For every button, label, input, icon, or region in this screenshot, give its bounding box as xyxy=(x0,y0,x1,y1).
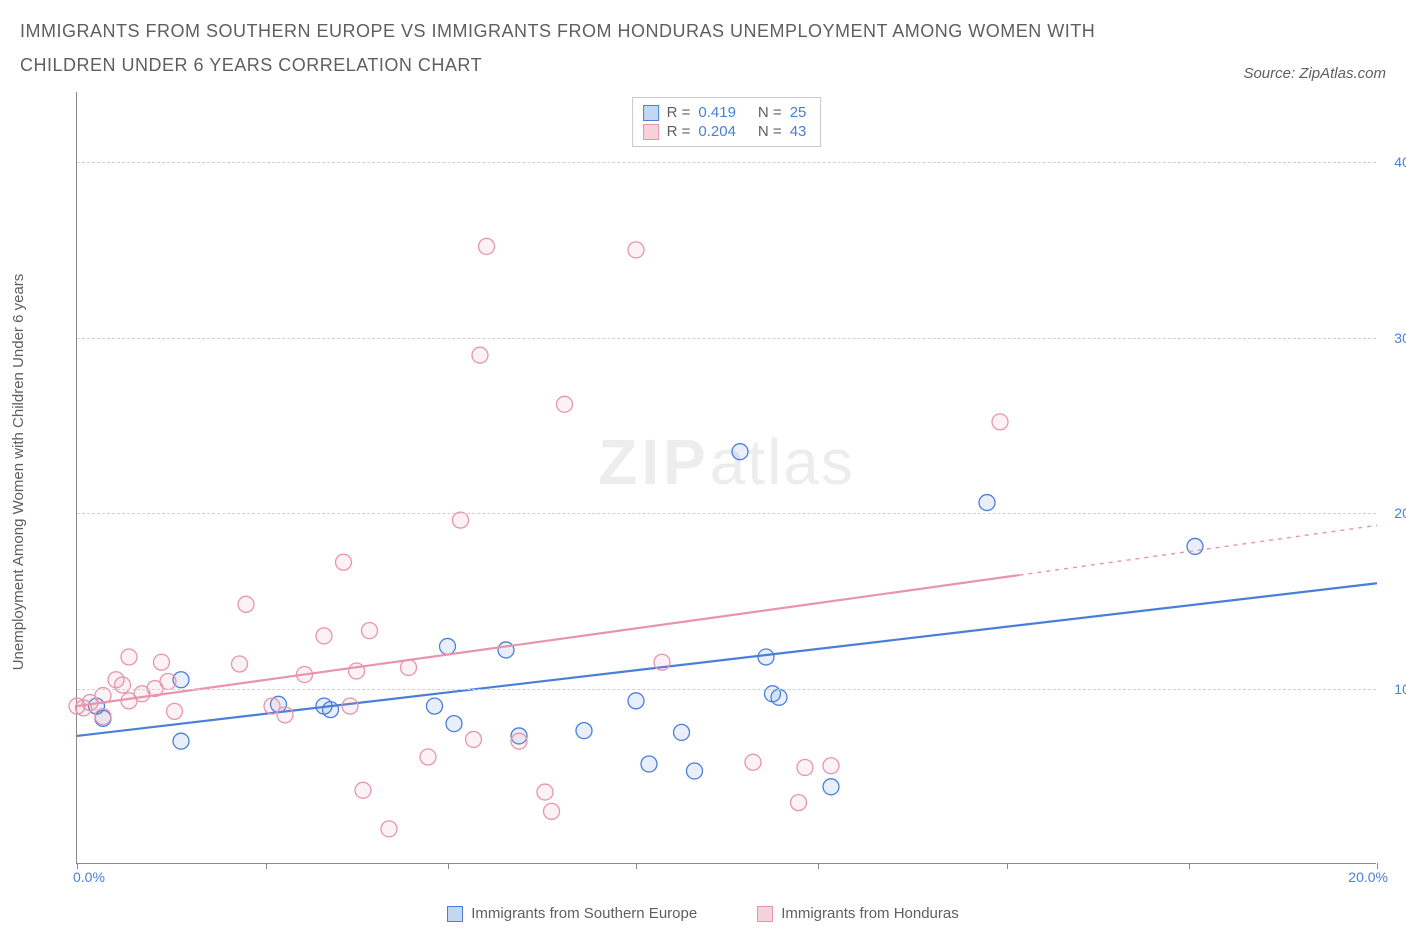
data-point xyxy=(745,754,761,770)
data-point xyxy=(823,758,839,774)
data-point xyxy=(498,642,514,658)
data-point xyxy=(479,238,495,254)
data-point xyxy=(511,733,527,749)
data-point xyxy=(466,731,482,747)
data-point xyxy=(121,649,137,665)
data-point xyxy=(167,703,183,719)
data-point xyxy=(758,649,774,665)
grid-line xyxy=(77,689,1376,690)
grid-line xyxy=(77,338,1376,339)
data-point xyxy=(232,656,248,672)
data-point xyxy=(115,677,131,693)
legend-swatch xyxy=(447,906,463,922)
data-point xyxy=(797,760,813,776)
x-tick-label-min: 0.0% xyxy=(73,869,105,885)
y-tick-label: 40.0% xyxy=(1394,154,1406,170)
data-point xyxy=(771,689,787,705)
data-point xyxy=(674,724,690,740)
data-point xyxy=(732,444,748,460)
data-point xyxy=(277,707,293,723)
data-point xyxy=(628,242,644,258)
data-point xyxy=(297,667,313,683)
trend-line-dashed xyxy=(1020,525,1378,575)
data-point xyxy=(173,733,189,749)
data-point xyxy=(160,674,176,690)
legend-label: Immigrants from Southern Europe xyxy=(471,905,697,922)
data-point xyxy=(823,779,839,795)
scatter-svg xyxy=(77,92,1377,864)
data-point xyxy=(544,803,560,819)
data-point xyxy=(654,654,670,670)
data-point xyxy=(95,688,111,704)
legend-item: Immigrants from Honduras xyxy=(757,905,959,922)
data-point xyxy=(791,795,807,811)
x-tick xyxy=(1007,863,1008,869)
x-tick xyxy=(1189,863,1190,869)
legend-item: Immigrants from Southern Europe xyxy=(447,905,697,922)
legend-bottom: Immigrants from Southern Europe Immigrant… xyxy=(0,905,1406,922)
x-tick xyxy=(266,863,267,869)
trend-line xyxy=(77,575,1020,706)
data-point xyxy=(355,782,371,798)
data-point xyxy=(979,495,995,511)
data-point xyxy=(95,709,111,725)
data-point xyxy=(557,396,573,412)
data-point xyxy=(362,623,378,639)
legend-swatch xyxy=(757,906,773,922)
data-point xyxy=(349,663,365,679)
data-point xyxy=(453,512,469,528)
data-point xyxy=(628,693,644,709)
data-point xyxy=(401,659,417,675)
grid-line xyxy=(77,162,1376,163)
y-tick-label: 30.0% xyxy=(1394,330,1406,346)
chart-title: IMMIGRANTS FROM SOUTHERN EUROPE VS IMMIG… xyxy=(20,14,1120,82)
y-tick-label: 10.0% xyxy=(1394,681,1406,697)
data-point xyxy=(576,723,592,739)
source-label: Source: ZipAtlas.com xyxy=(1243,65,1386,82)
x-tick xyxy=(818,863,819,869)
chart-area: Unemployment Among Women with Children U… xyxy=(20,92,1386,882)
data-point xyxy=(381,821,397,837)
legend-label: Immigrants from Honduras xyxy=(781,905,959,922)
x-tick-label-max: 20.0% xyxy=(1348,869,1388,885)
data-point xyxy=(154,654,170,670)
x-tick xyxy=(448,863,449,869)
data-point xyxy=(336,554,352,570)
data-point xyxy=(992,414,1008,430)
y-tick-label: 20.0% xyxy=(1394,505,1406,521)
data-point xyxy=(316,628,332,644)
data-point xyxy=(342,698,358,714)
x-tick xyxy=(636,863,637,869)
data-point xyxy=(472,347,488,363)
data-point xyxy=(238,596,254,612)
plot-region: ZIPatlas R =0.419N =25R =0.204N =43 0.0%… xyxy=(76,92,1376,864)
data-point xyxy=(323,702,339,718)
y-axis-label: Unemployment Among Women with Children U… xyxy=(10,274,27,671)
grid-line xyxy=(77,513,1376,514)
data-point xyxy=(420,749,436,765)
data-point xyxy=(427,698,443,714)
data-point xyxy=(440,638,456,654)
x-tick xyxy=(1377,863,1378,869)
x-tick xyxy=(77,863,78,869)
data-point xyxy=(687,763,703,779)
data-point xyxy=(537,784,553,800)
data-point xyxy=(446,716,462,732)
data-point xyxy=(641,756,657,772)
